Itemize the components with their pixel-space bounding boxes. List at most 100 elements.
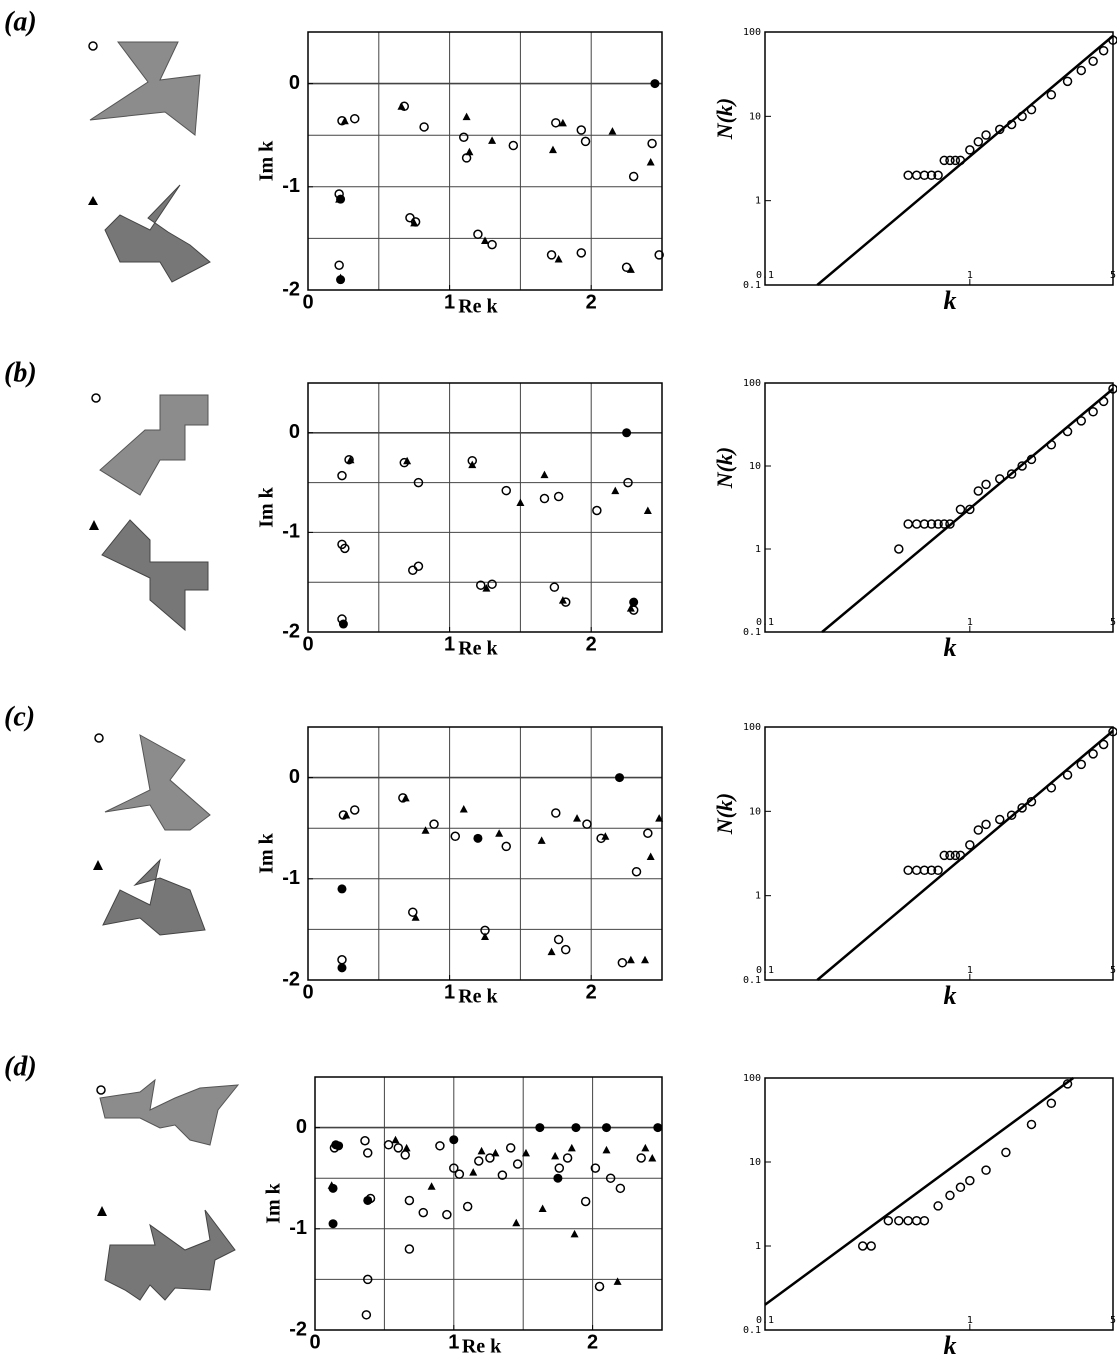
x-axis-label: k: [943, 981, 956, 1010]
circle-point: [945, 850, 955, 861]
triangle-point: [477, 1146, 486, 1155]
circle-point: [894, 1215, 904, 1226]
circle-point: [551, 808, 561, 818]
circle-point: [911, 170, 922, 181]
triangle-point: [481, 932, 489, 940]
triangle-point: [459, 804, 468, 813]
circle-point: [501, 485, 511, 496]
x-tick-label: 5: [1110, 965, 1116, 976]
circle-point: [654, 250, 664, 260]
triangle-point: [643, 506, 652, 514]
x-tick-label: 5: [1110, 1315, 1116, 1326]
circle-point: [508, 140, 519, 151]
triangle-point: [611, 486, 620, 495]
circle-point: [419, 122, 429, 132]
circle-point: [449, 1163, 459, 1173]
triangle-point: [601, 832, 610, 840]
circle-point: [973, 486, 984, 496]
circle-point: [995, 814, 1005, 825]
panel-label: (c): [4, 701, 35, 732]
triangle-point: [340, 116, 349, 125]
triangle-point: [521, 1148, 530, 1157]
circle-point: [1046, 1098, 1057, 1109]
y-tick-label: 0: [289, 72, 300, 94]
circle-point: [1062, 76, 1073, 87]
triangle-point: [641, 1143, 650, 1152]
triangle-point: [342, 811, 351, 819]
y-tick-label: 0.1: [743, 280, 761, 291]
circle-point: [1006, 469, 1017, 479]
loglog-plot: 0.1 1 5 0.1 1 10 100 k: [743, 1073, 1116, 1360]
circle-point: [1006, 810, 1017, 820]
circle-point: [485, 1153, 495, 1163]
circle-point: [911, 865, 922, 876]
triangle-point: [462, 112, 471, 121]
fit-line: [816, 34, 1114, 286]
circle-point: [955, 1182, 966, 1193]
circle-point: [462, 1201, 473, 1212]
circle-point: [1098, 45, 1109, 56]
circle-point: [950, 850, 961, 861]
circle-point: [413, 477, 424, 488]
circle-point: [911, 519, 922, 529]
x-axis-label: k: [943, 1331, 956, 1360]
circle-point: [945, 1190, 955, 1201]
circle-point: [926, 519, 937, 529]
plot-frame: [764, 1077, 1114, 1331]
circle-point: [487, 239, 497, 250]
y-tick-label: 1: [755, 891, 761, 902]
plot-frame: [307, 31, 663, 291]
filled-point: [571, 1123, 581, 1133]
y-tick-label: 100: [743, 378, 761, 389]
circle-point: [981, 819, 991, 830]
circle-point: [965, 145, 975, 155]
circle-point: [1108, 726, 1117, 737]
circle-point: [408, 907, 418, 917]
x-axis-label: k: [943, 286, 956, 315]
circle-point: [393, 1143, 404, 1153]
y-tick-label: -2: [289, 1318, 307, 1340]
triangle-point: [626, 955, 635, 964]
filled-point: [363, 1195, 373, 1205]
circle-point: [973, 825, 984, 835]
circle-point: [926, 865, 937, 876]
circle-point: [919, 519, 930, 529]
polygon: [102, 858, 206, 936]
x-tick-label: 1: [444, 633, 455, 655]
y-tick-label: -2: [282, 620, 300, 642]
triangle-point: [608, 127, 617, 135]
circle-point: [1046, 90, 1057, 100]
triangle-key: [97, 1206, 107, 1216]
circle-point: [981, 130, 991, 140]
y-tick-label: 10: [749, 111, 761, 122]
x-tick-label: 1: [444, 291, 455, 313]
circle-point: [580, 1196, 591, 1207]
triangle-point: [554, 255, 563, 263]
circle-key: [91, 393, 101, 403]
circle-point: [551, 118, 561, 128]
x-tick-label: 1: [444, 981, 455, 1003]
circle-point: [955, 504, 966, 515]
circle-key: [94, 733, 104, 743]
y-axis-label: Im k: [256, 486, 278, 527]
circle-point: [408, 565, 418, 575]
circle-point: [592, 505, 602, 516]
triangle-point: [411, 913, 420, 921]
x-tick-label: 0.1: [756, 965, 774, 976]
circle-point: [981, 479, 991, 490]
circle-point: [405, 213, 415, 223]
circle-point: [636, 1153, 646, 1163]
triangle-point: [540, 470, 549, 479]
circle-point: [965, 1175, 975, 1186]
triangle-point: [646, 852, 655, 861]
x-axis-label: Re k: [462, 1336, 502, 1358]
circle-point: [628, 171, 639, 182]
circle-point: [404, 1195, 415, 1206]
shapes-d: [96, 1078, 240, 1301]
x-tick-label: 0.1: [756, 617, 774, 628]
circle-point: [939, 850, 949, 861]
polygon: [99, 1078, 240, 1146]
y-axis-label: N(k): [712, 98, 737, 141]
triangle-point: [641, 955, 650, 964]
